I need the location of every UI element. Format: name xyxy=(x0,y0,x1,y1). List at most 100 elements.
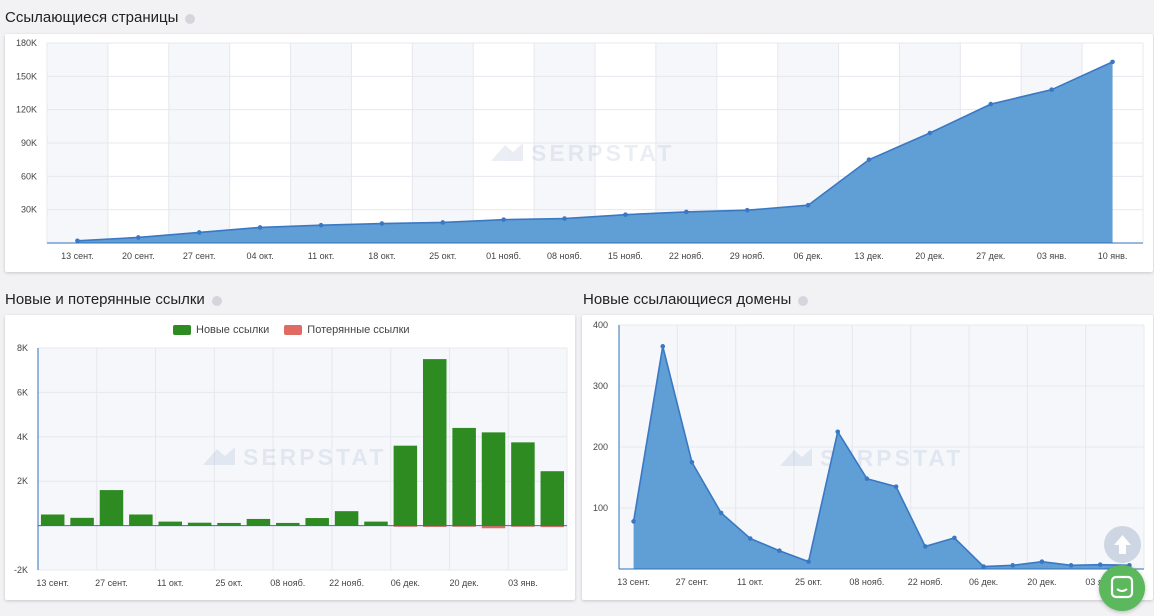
data-point xyxy=(835,429,841,435)
legend-item-lost-links[interactable]: Потерянные ссылки xyxy=(284,324,410,336)
y-tick-label: 4K xyxy=(17,432,28,442)
data-point xyxy=(747,536,753,541)
x-tick-label: 20 дек. xyxy=(915,251,944,261)
lost-links-bar xyxy=(452,525,476,527)
x-tick-label: 06 дек. xyxy=(969,577,998,587)
x-tick-label: 20 дек. xyxy=(450,578,479,588)
y-tick-label: 400 xyxy=(593,320,608,330)
legend-label-lost: Потерянные ссылки xyxy=(307,324,410,336)
data-point xyxy=(562,216,567,221)
x-tick-label: 22 нояб. xyxy=(908,577,943,587)
x-tick-label: 25 окт. xyxy=(795,577,822,587)
lost-links-bar xyxy=(481,525,506,529)
serpstat-logo-icon xyxy=(203,447,235,465)
data-point xyxy=(922,544,928,549)
data-point xyxy=(805,202,811,208)
data-point xyxy=(689,459,695,465)
arrow-up-icon xyxy=(1114,535,1131,554)
info-icon[interactable] xyxy=(211,295,222,306)
referring-pages-chart[interactable]: 30K 60K 90K 120K 150K 180K SERPSTAT 13 сент. 20 … xyxy=(5,34,1153,272)
x-tick-label: 18 окт. xyxy=(368,251,395,261)
data-point xyxy=(623,212,628,217)
new-links-bar xyxy=(158,521,183,526)
y-tick-label: -2K xyxy=(14,565,28,575)
data-point xyxy=(1010,563,1016,568)
new-links-bar xyxy=(276,522,300,526)
grid-band xyxy=(214,348,274,570)
info-icon[interactable] xyxy=(185,13,196,24)
legend-label-new: Новые ссылки xyxy=(196,324,270,336)
new-links-bar xyxy=(99,490,124,526)
data-point xyxy=(866,157,872,162)
x-tick-label: 25 окт. xyxy=(215,578,242,588)
x-tick-label: 01 нояб. xyxy=(486,251,521,261)
data-point xyxy=(718,510,724,516)
y-tick-label: 60K xyxy=(21,171,37,181)
links-title: Новые и потерянные ссылки xyxy=(5,291,222,308)
domains-area xyxy=(633,346,1130,569)
data-point xyxy=(1097,562,1103,568)
y-tick-label: 8K xyxy=(17,343,28,353)
chat-icon xyxy=(1110,575,1134,599)
x-tick-label: 08 нояб. xyxy=(547,251,582,261)
x-tick-label: 13 сент. xyxy=(61,251,94,261)
new-links-bar xyxy=(364,521,388,526)
data-point xyxy=(744,207,750,213)
new-links-bar xyxy=(305,518,329,526)
data-point xyxy=(988,101,994,107)
x-tick-label: 08 нояб. xyxy=(270,578,305,588)
scroll-up-button[interactable] xyxy=(1104,526,1141,563)
data-point xyxy=(952,535,957,541)
data-point xyxy=(777,548,782,553)
data-point xyxy=(318,222,324,228)
x-tick-label: 11 окт. xyxy=(308,251,335,261)
new-links-bar xyxy=(334,511,359,526)
data-point xyxy=(631,519,636,524)
lost-links-bar xyxy=(540,525,565,528)
new-links-bar xyxy=(452,427,476,526)
grid-band xyxy=(96,348,156,570)
y-tick-label: 200 xyxy=(593,442,608,452)
x-tick-label: 13 сент. xyxy=(617,577,650,587)
data-point xyxy=(1039,559,1045,564)
serpstat-watermark: SERPSTAT xyxy=(491,140,671,166)
x-tick-label: 22 нояб. xyxy=(669,251,704,261)
x-tick-label: 13 дек. xyxy=(854,251,883,261)
data-point xyxy=(1110,59,1115,65)
links-chart[interactable]: -2K 2K 4K 6K 8K SERPSTAT 13 сент. 27 сент. 11 ок… xyxy=(5,315,575,600)
watermark-text: SERPSTAT xyxy=(243,444,386,470)
serpstat-logo-icon xyxy=(491,143,523,161)
x-tick-label: 15 нояб. xyxy=(608,251,643,261)
chat-button[interactable] xyxy=(1099,565,1145,611)
data-point xyxy=(927,130,933,136)
data-point xyxy=(196,230,202,235)
x-tick-label: 25 окт. xyxy=(429,251,456,261)
data-point xyxy=(660,344,666,349)
x-tick-label: 22 нояб. xyxy=(329,578,364,588)
referring-pages-line xyxy=(77,61,1113,242)
new-links-bar xyxy=(217,522,241,526)
x-tick-label: 27 дек. xyxy=(976,251,1005,261)
data-point xyxy=(440,220,446,225)
y-tick-label: 300 xyxy=(593,381,608,391)
info-icon[interactable] xyxy=(798,295,809,306)
new-links-bar xyxy=(481,432,506,526)
y-tick-label: 100 xyxy=(593,503,608,513)
legend-swatch-new xyxy=(173,325,191,335)
new-links-bar xyxy=(187,522,212,526)
referring-pages-title: Ссылающиеся страницы xyxy=(5,9,196,26)
domains-title: Новые ссылающиеся домены xyxy=(583,291,809,308)
new-links-bar xyxy=(40,514,65,526)
links-title-text: Новые и потерянные ссылки xyxy=(5,291,205,308)
legend-item-new-links[interactable]: Новые ссылки xyxy=(173,324,269,336)
new-links-bar xyxy=(393,445,418,526)
y-tick-label: 180K xyxy=(16,38,37,48)
data-point xyxy=(1049,87,1054,92)
data-point xyxy=(893,484,899,489)
data-point xyxy=(864,476,870,482)
serpstat-logo-icon xyxy=(780,448,812,466)
x-tick-label: 06 дек. xyxy=(794,251,823,261)
grid-band xyxy=(331,348,391,570)
domains-title-text: Новые ссылающиеся домены xyxy=(583,291,792,308)
